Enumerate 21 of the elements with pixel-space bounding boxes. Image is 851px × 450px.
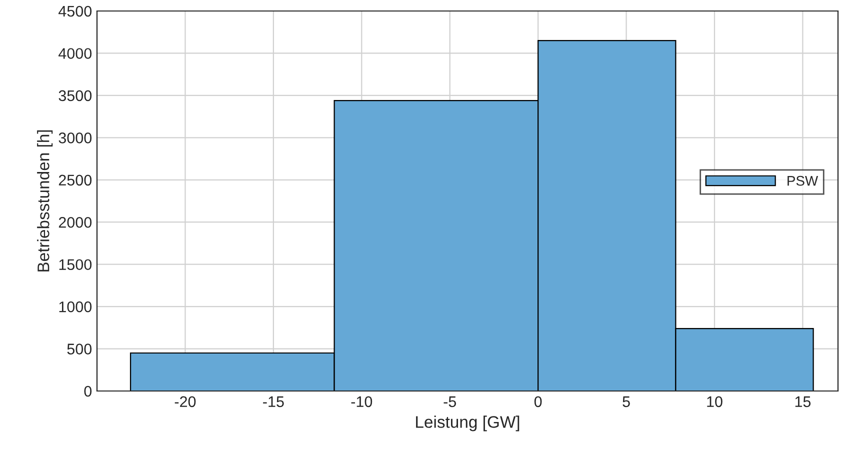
y-tick-label: 4000 — [58, 48, 92, 59]
x-tick-label: 15 — [795, 396, 811, 408]
y-tick-label: 3500 — [58, 90, 92, 102]
y-tick-label: 1000 — [59, 301, 92, 312]
y-tick-label: 2500 — [58, 174, 92, 186]
x-axis-title: Leistung [GW] — [416, 416, 520, 432]
y-tick-label: 0 — [84, 386, 92, 397]
x-tick-label: -10 — [351, 396, 372, 408]
x-tick-label: -15 — [263, 396, 284, 408]
y-tick-label: 500 — [67, 344, 92, 354]
y-tick-label: 2000 — [58, 216, 92, 228]
y-tick-label: 3000 — [58, 132, 92, 144]
y-tick-label: 4500 — [58, 6, 92, 17]
x-tick-label: 10 — [707, 396, 722, 408]
x-tick-label: -20 — [174, 396, 196, 408]
x-tick-label: 0 — [534, 396, 542, 408]
legend-label: PSW — [788, 176, 818, 186]
x-tick-label: 5 — [622, 396, 630, 408]
y-axis-title: Betriebsstunden [h] — [37, 130, 53, 272]
y-tick-label: 1500 — [59, 259, 92, 270]
x-tick-label: -5 — [444, 396, 456, 408]
